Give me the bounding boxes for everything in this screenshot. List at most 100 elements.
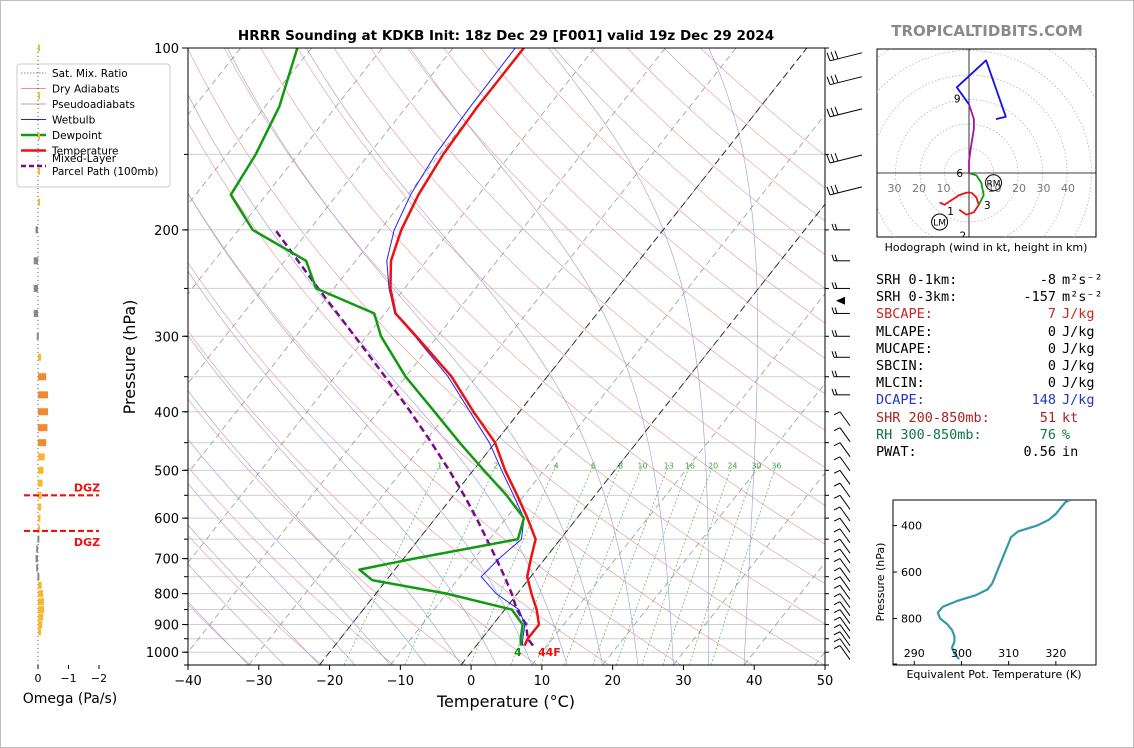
series-mixed-layer [274,229,534,647]
dry-adiabat [480,48,825,359]
x-tick-label: −40 [174,674,201,689]
wind-barb [833,645,851,660]
storm-motion-marker [985,174,1002,192]
isotherm [188,48,595,564]
barb-staff [839,442,851,457]
theta-x-tick-label: 320 [1045,647,1066,660]
hodo-ring-label: 10 [988,182,1002,195]
omega-bar [38,391,49,399]
skewt-title: HRRR Sounding at KDKB Init: 18z Dec 29 [… [238,28,774,44]
pseudoadiabat [188,192,533,665]
mixing-ratio-line [404,464,497,665]
theta-e-line [936,500,1071,660]
barb-staff [839,631,851,647]
omega-bar [38,466,44,474]
barb-flag [834,370,838,377]
wind-barb [833,469,851,485]
wind-barb [833,442,851,457]
dry-adiabat [188,262,610,665]
barb-flag [833,601,841,606]
legend-label: Parcel Path (100mb) [52,166,158,178]
dry-adiabat [188,121,753,665]
barb-staff [829,52,863,62]
stat-label: SBCIN: [876,358,925,375]
omega-bar [33,257,38,265]
wind-barb [833,427,851,442]
theta-e-ylabel: Pressure (hPa) [874,543,887,622]
stat-unit: m²s⁻² [1062,272,1103,288]
barb-staff [839,470,851,485]
hodograph-frame [876,48,1097,238]
barb-staff [839,624,851,639]
y-tick-label: 600 [154,512,179,527]
barb-staff [839,482,851,498]
barb-flag [826,154,831,164]
x-tick-label: −10 [387,674,414,689]
omega-bar [38,167,40,175]
isotherm [673,472,825,665]
omega-bar [38,514,41,522]
x-tick-label: −30 [245,674,272,689]
omega-bar [38,439,47,447]
omega-bar [35,555,38,563]
sounding-stats: SRH 0-1km: -8 m²s⁻² SRH 0-3km: -157 m²s⁻² SBCA… [876,272,1116,461]
omega-x-tick-label: 0 [35,672,42,685]
stat-label: SRH 0-1km: [876,272,958,288]
mixing-ratio-line [540,464,622,665]
barb-flag [826,108,831,118]
hodo-segment [939,191,972,206]
wind-barb [831,254,850,262]
barb-flag [833,469,841,474]
barb-flag [826,52,831,61]
dgz-label: DGZ [74,481,100,494]
omega-bar [38,479,43,487]
stat-value: -157 [1023,289,1056,306]
pseudoadiabat [188,390,426,665]
skewt-ylabel: Pressure (hPa) [120,300,139,415]
wind-barb [833,411,851,427]
wind-barb [826,106,863,118]
barb-staff [839,567,851,583]
wind-barb [833,538,851,554]
hodo-segment [958,191,980,216]
omega-bar [33,309,38,317]
y-tick-label: 500 [154,464,179,479]
barb-flag [833,558,841,563]
legend-label: Mixed-Layer [52,153,117,165]
wind-barb [833,482,851,498]
mixing-ratio-label: 20 [708,461,718,470]
mixing-ratio-label: 36 [771,461,781,470]
stat-value: -8 [1039,272,1056,288]
barb-flag [834,282,838,289]
stat-value: 7 [1047,306,1056,323]
stat-row: MLCAPE: 0 J/kg [876,324,1116,341]
wind-barb [831,351,850,358]
barb-flag [826,186,831,196]
legend-label: Sat. Mix. Ratio [52,68,128,80]
omega-bar [36,564,39,572]
barb-staff [829,154,863,164]
omega-bar [35,226,38,234]
barb-flag [833,624,841,628]
mixing-ratio-line [564,464,643,665]
omega-bar [38,628,42,636]
wind-barb [833,624,851,639]
barb-flag [833,576,841,581]
stat-row: MUCAPE: 0 J/kg [876,341,1116,358]
omega-bar [37,573,40,581]
stat-row: MLCIN: 0 J/kg [876,375,1116,392]
legend-label: Dry Adiabats [52,84,120,96]
isotherm [188,48,312,205]
omega-bar [36,332,39,340]
theta-x-tick-label: 300 [951,647,972,660]
theta-e-plot [936,500,1071,660]
barb-flag [833,584,841,589]
skewt-ticks: −40 −30 −20 −10 0 10 20 30 40 50 1000 900 800 700 600 5… [146,42,833,689]
wind-barb [831,330,850,337]
isotherm [602,382,825,665]
barb-flag [831,307,835,314]
stat-row: SBCIN: 0 J/kg [876,358,1116,375]
barb-flag [833,494,841,499]
stat-unit: J/kg [1062,392,1095,409]
x-tick-label: 20 [604,674,621,689]
